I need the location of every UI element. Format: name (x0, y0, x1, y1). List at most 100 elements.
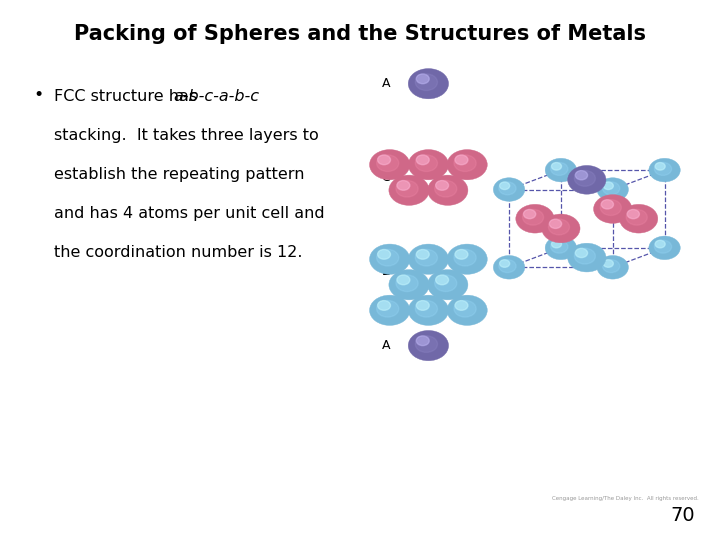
Circle shape (435, 180, 456, 197)
Circle shape (408, 244, 449, 274)
Circle shape (397, 275, 410, 285)
Circle shape (377, 155, 399, 172)
Text: stacking.  It takes three layers to: stacking. It takes three layers to (54, 128, 319, 143)
Circle shape (603, 182, 620, 195)
Circle shape (523, 210, 536, 219)
Circle shape (627, 210, 639, 219)
Circle shape (575, 248, 588, 258)
Circle shape (649, 236, 680, 260)
Text: FCC structure has: FCC structure has (54, 89, 202, 104)
Circle shape (593, 194, 632, 224)
Circle shape (369, 244, 410, 274)
Circle shape (601, 200, 613, 209)
Circle shape (369, 295, 410, 326)
Circle shape (377, 300, 399, 317)
Text: 70: 70 (670, 506, 695, 525)
Circle shape (493, 178, 525, 201)
Circle shape (447, 295, 487, 326)
Circle shape (416, 155, 429, 165)
Circle shape (415, 300, 438, 317)
Circle shape (654, 163, 672, 176)
Circle shape (575, 171, 595, 186)
Circle shape (454, 249, 476, 266)
Circle shape (377, 249, 399, 266)
Text: Cengage Learning/The Daley Inc.  All rights reserved.: Cengage Learning/The Daley Inc. All righ… (552, 496, 698, 501)
Circle shape (549, 219, 570, 235)
Circle shape (549, 219, 562, 228)
Circle shape (600, 200, 621, 215)
Circle shape (655, 240, 665, 248)
Text: a-b-c-a-b-c: a-b-c-a-b-c (174, 89, 259, 104)
Circle shape (654, 240, 672, 253)
Circle shape (626, 210, 647, 225)
Text: A: A (382, 339, 390, 352)
Circle shape (516, 204, 554, 233)
Circle shape (455, 301, 468, 310)
Circle shape (408, 69, 449, 99)
Circle shape (435, 275, 456, 292)
Text: B: B (382, 266, 391, 279)
Circle shape (551, 163, 568, 176)
Circle shape (416, 301, 429, 310)
Text: A: A (382, 77, 390, 90)
Circle shape (396, 275, 418, 292)
Circle shape (415, 74, 438, 91)
Circle shape (455, 155, 468, 165)
Circle shape (447, 244, 487, 274)
Circle shape (454, 300, 476, 317)
Circle shape (415, 336, 438, 353)
Circle shape (500, 182, 510, 190)
Circle shape (500, 260, 510, 267)
Text: C: C (382, 171, 390, 184)
Circle shape (408, 330, 449, 361)
Circle shape (575, 171, 588, 180)
Circle shape (416, 249, 429, 259)
Circle shape (523, 210, 544, 225)
Circle shape (408, 295, 449, 326)
Circle shape (493, 255, 525, 279)
Circle shape (603, 260, 613, 267)
Text: Packing of Spheres and the Structures of Metals: Packing of Spheres and the Structures of… (74, 24, 646, 44)
Text: the coordination number is 12.: the coordination number is 12. (54, 245, 302, 260)
Text: •: • (34, 86, 44, 104)
Circle shape (541, 214, 580, 243)
Circle shape (655, 163, 665, 170)
Text: establish the repeating pattern: establish the repeating pattern (54, 167, 305, 182)
Circle shape (377, 301, 390, 310)
Text: and has 4 atoms per unit cell and: and has 4 atoms per unit cell and (54, 206, 325, 221)
Circle shape (552, 240, 562, 248)
Circle shape (416, 74, 429, 84)
Circle shape (597, 178, 629, 201)
Circle shape (551, 240, 568, 253)
Circle shape (575, 248, 595, 264)
Circle shape (416, 336, 429, 346)
Circle shape (454, 155, 476, 172)
Circle shape (447, 150, 487, 180)
Circle shape (397, 180, 410, 190)
Circle shape (649, 158, 680, 182)
Circle shape (396, 180, 418, 197)
Circle shape (603, 260, 620, 273)
Circle shape (455, 249, 468, 259)
Circle shape (377, 249, 390, 259)
Circle shape (619, 204, 658, 233)
Circle shape (597, 255, 629, 279)
Circle shape (428, 269, 468, 300)
Circle shape (545, 158, 577, 182)
Circle shape (567, 243, 606, 272)
Circle shape (369, 150, 410, 180)
Circle shape (428, 175, 468, 205)
Circle shape (499, 182, 516, 195)
Circle shape (436, 275, 449, 285)
Circle shape (377, 155, 390, 165)
Circle shape (552, 163, 562, 170)
Circle shape (603, 182, 613, 190)
Circle shape (389, 269, 429, 300)
Circle shape (408, 150, 449, 180)
Circle shape (499, 260, 516, 273)
Circle shape (389, 175, 429, 205)
Circle shape (436, 180, 449, 190)
Circle shape (415, 249, 438, 266)
Circle shape (545, 236, 577, 260)
Circle shape (567, 165, 606, 194)
